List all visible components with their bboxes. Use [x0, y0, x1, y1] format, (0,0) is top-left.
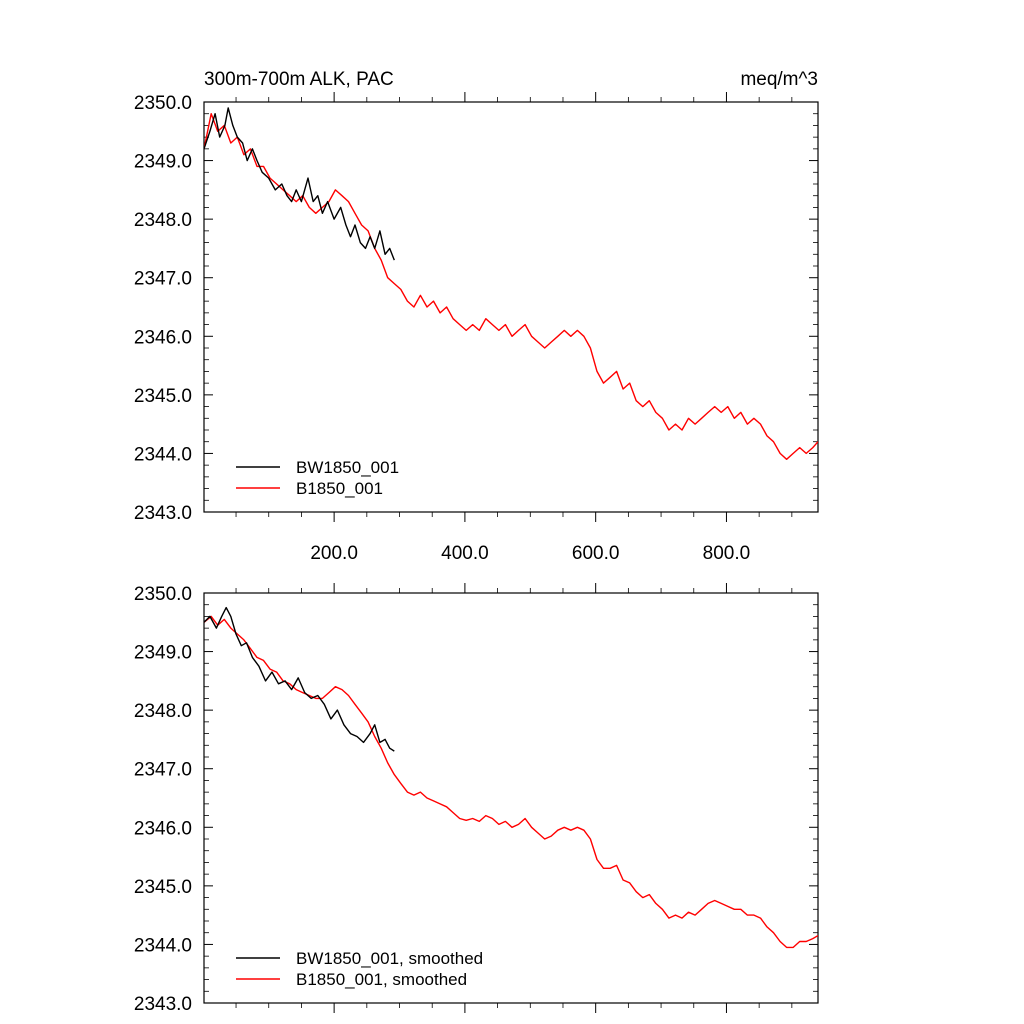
- y-tick-label: 2346.0: [134, 818, 192, 839]
- series-line-b1850-001: [204, 113, 818, 460]
- y-tick-label: 2344.0: [134, 935, 192, 956]
- x-tick-label: 800.0: [703, 543, 751, 564]
- y-tick-label: 2344.0: [134, 444, 192, 465]
- chart-panel-2: 2343.0 2344.0 2345.0 2346.0 2347.0 2348.0 2349…: [134, 583, 819, 1015]
- y-tick-label: 2343.0: [134, 994, 192, 1015]
- legend-label: BW1850_001, smoothed: [296, 949, 483, 968]
- legend-label: B1850_001, smoothed: [296, 970, 467, 989]
- y-tick-label: 2350.0: [134, 93, 192, 114]
- chart-title-left: 300m-700m ALK, PAC: [204, 69, 394, 90]
- series-line-bw1850-001-smoothed: [204, 606, 395, 752]
- y-tick-label: 2347.0: [134, 760, 192, 781]
- x-tick-label: 200.0: [310, 543, 358, 564]
- legend-label: BW1850_001: [296, 458, 399, 477]
- x-tick-label: 400.0: [441, 543, 489, 564]
- plot-frame: [203, 592, 819, 1004]
- y-tick-label: 2345.0: [134, 386, 192, 407]
- chart-title-right: meq/m^3: [740, 69, 818, 90]
- y-tick-label: 2348.0: [134, 210, 192, 231]
- y-tick-label: 2347.0: [134, 269, 192, 290]
- legend-label: B1850_001: [296, 479, 383, 498]
- series-line-b1850-001-smoothed: [204, 615, 818, 949]
- y-tick-label: 2350.0: [134, 584, 192, 605]
- chart-panel-1: 2343.0 2344.0 2345.0 2346.0 2347.0 2348.0 2349…: [134, 69, 819, 564]
- y-tick-label: 2343.0: [134, 503, 192, 524]
- y-tick-label: 2349.0: [134, 643, 192, 664]
- series-line-bw1850-001: [204, 107, 395, 261]
- y-tick-label: 2345.0: [134, 877, 192, 898]
- y-tick-label: 2349.0: [134, 152, 192, 173]
- plot-frame: [203, 101, 819, 513]
- y-tick-label: 2346.0: [134, 327, 192, 348]
- y-tick-label: 2348.0: [134, 701, 192, 722]
- x-tick-label: 600.0: [572, 543, 620, 564]
